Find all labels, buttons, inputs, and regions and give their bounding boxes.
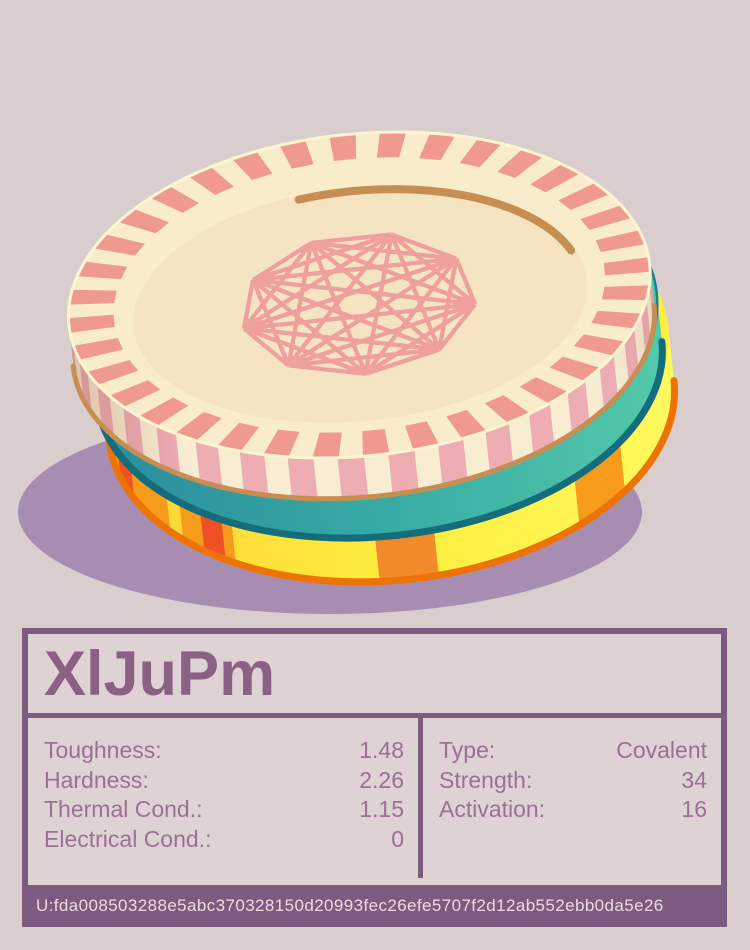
stats-left-column: Toughness: 1.48 Hardness: 2.26 Thermal C… (28, 718, 423, 878)
card-title-row: XlJuPm (28, 634, 721, 718)
stat-row-strength: Strength: 34 (439, 766, 707, 796)
card-footer: U:fda008503288e5abc370328150d20993fec26e… (22, 885, 727, 927)
element-illustration (18, 128, 679, 614)
stat-label: Thermal Cond.: (44, 796, 203, 822)
stat-value: 16 (681, 796, 707, 822)
stat-label: Toughness: (44, 737, 162, 763)
stat-value: 34 (681, 766, 707, 793)
element-disc-svg (18, 128, 679, 614)
element-name-title: XlJuPm (44, 638, 276, 709)
stat-value: 1.15 (359, 796, 404, 822)
stat-value: Covalent (616, 737, 707, 763)
stat-label: Hardness: (44, 766, 149, 793)
stat-value: 0 (391, 825, 404, 852)
stat-row-thermal-cond: Thermal Cond.: 1.15 (44, 795, 404, 825)
disc-top (62, 128, 657, 502)
stat-row-hardness: Hardness: 2.26 (44, 766, 404, 796)
stat-value: 1.48 (359, 737, 404, 763)
stat-label: Type: (439, 737, 496, 763)
stat-row-type: Type: Covalent (439, 736, 707, 766)
hash-text: U:fda008503288e5abc370328150d20993fec26e… (36, 896, 664, 915)
stat-value: 2.26 (359, 766, 404, 793)
stat-row-electrical-cond: Electrical Cond.: 0 (44, 825, 404, 855)
stat-row-activation: Activation: 16 (439, 795, 707, 825)
stat-label: Activation: (439, 796, 546, 822)
element-card: XlJuPm Toughness: 1.48 Hardness: 2.26 Th… (22, 628, 727, 927)
stats-right-column: Type: Covalent Strength: 34 Activation: … (423, 718, 721, 878)
card-stats: Toughness: 1.48 Hardness: 2.26 Thermal C… (28, 718, 721, 878)
stat-row-toughness: Toughness: 1.48 (44, 736, 404, 766)
engraving-pattern (241, 232, 478, 376)
stat-label: Strength: (439, 766, 533, 793)
stat-label: Electrical Cond.: (44, 825, 212, 852)
